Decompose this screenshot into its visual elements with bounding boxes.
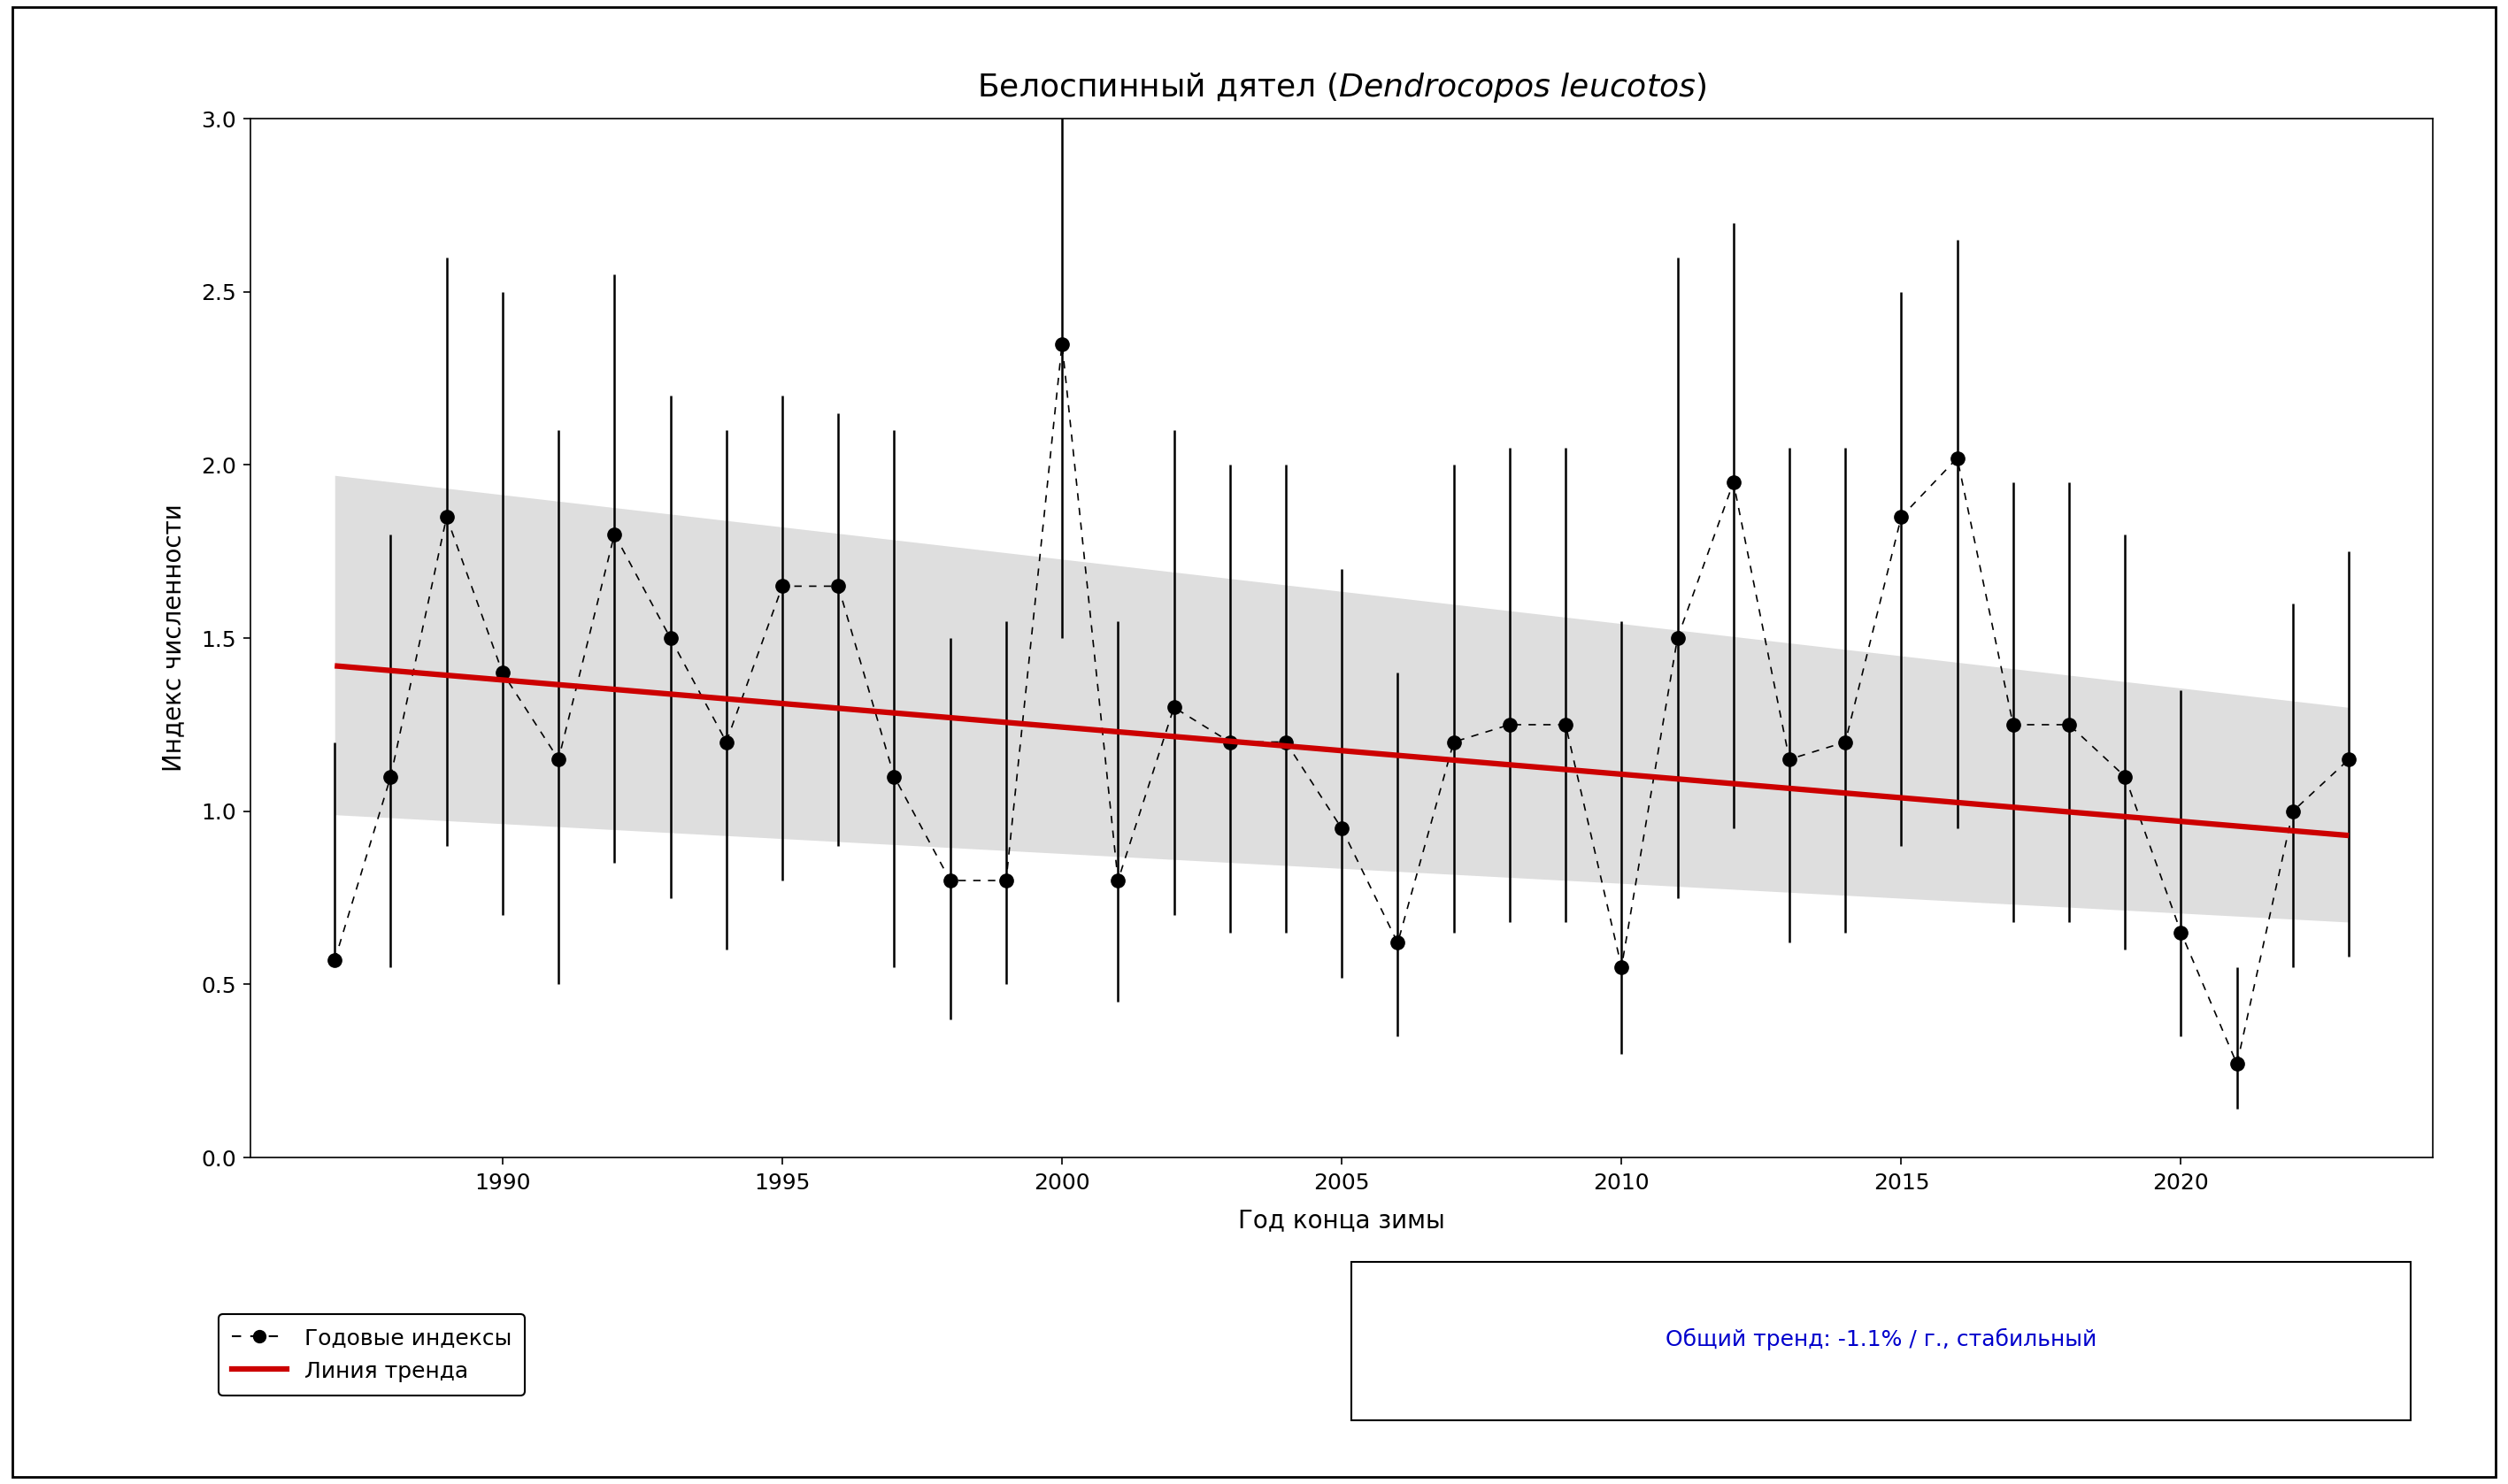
FancyBboxPatch shape	[1352, 1261, 2410, 1420]
Text: Общий тренд: -1.1% / г., стабильный: Общий тренд: -1.1% / г., стабильный	[1665, 1328, 2097, 1350]
Legend: Годовые индексы, Линия тренда: Годовые индексы, Линия тренда	[218, 1313, 524, 1395]
X-axis label: Год конца зимы: Год конца зимы	[1239, 1208, 1445, 1233]
Title: Белоспинный дятел ($\mathit{Dendrocopos\ leucotos}$): Белоспинный дятел ($\mathit{Dendrocopos\…	[978, 71, 1705, 104]
Y-axis label: Индекс численности: Индекс численности	[161, 505, 186, 772]
